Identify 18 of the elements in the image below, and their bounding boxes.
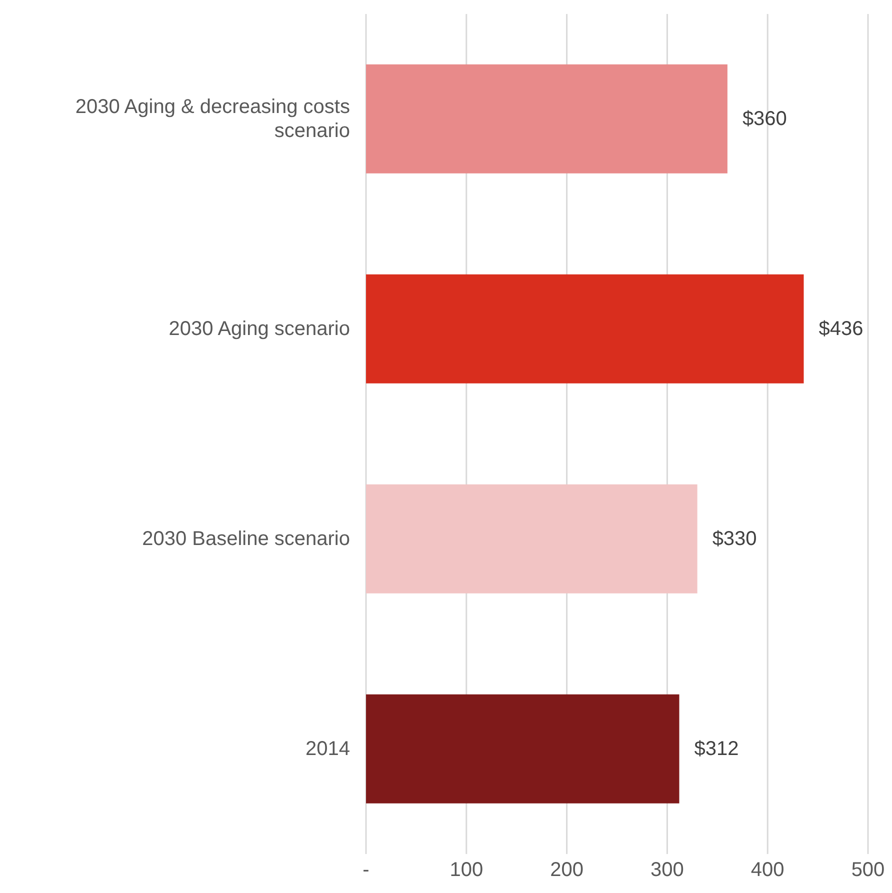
y-tick-label: 2030 Aging & decreasing costs scenario	[75, 96, 350, 142]
bar	[366, 694, 680, 804]
y-tick-label: 2014	[306, 738, 350, 760]
y-tick-label: 2030 Aging scenario	[168, 318, 350, 340]
x-tick-label: 400	[750, 859, 784, 882]
data-label: $360	[742, 108, 787, 130]
x-tick-label: 500	[851, 859, 885, 882]
x-tick-label: -	[362, 859, 370, 882]
y-tick-label: 2030 Baseline scenario	[142, 528, 350, 550]
bar	[366, 484, 698, 594]
x-tick-label: 300	[650, 859, 684, 882]
data-label: $312	[694, 738, 739, 760]
bar	[366, 64, 728, 174]
x-tick-label: 200	[550, 859, 584, 882]
bar	[366, 274, 804, 384]
data-label: $436	[818, 318, 864, 340]
x-tick-label: 100	[450, 859, 484, 882]
data-label: $330	[712, 528, 757, 550]
